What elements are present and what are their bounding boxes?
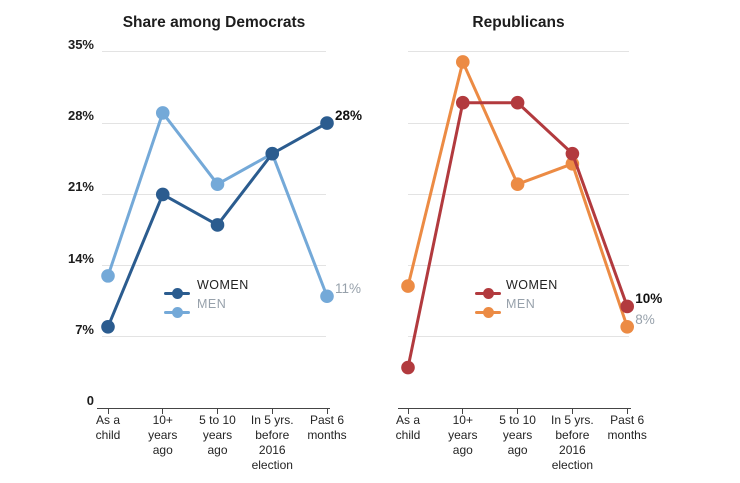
legend-label-men: MEN [506, 297, 536, 311]
y-axis-label: 0 [86, 393, 94, 409]
x-axis-line [398, 407, 631, 410]
gridline [408, 51, 629, 53]
y-axis-label: 28% [67, 108, 94, 124]
end-label-women: 28% [335, 108, 363, 124]
x-axis-line [97, 407, 330, 410]
end-label-women: 10% [635, 291, 663, 307]
x-axis-label: In 5 yrs. before 2016 election [250, 413, 294, 472]
x-axis-label: Past 6 months [307, 413, 347, 442]
end-label-men: 11% [335, 281, 362, 297]
legend-marker-dot-men [171, 306, 183, 318]
x-axis-label: 10+ years ago [148, 413, 178, 457]
y-axis-label: 7% [75, 321, 94, 337]
axis-tick [107, 408, 109, 414]
axis-tick [571, 408, 573, 414]
x-axis-label: As a child [95, 413, 121, 442]
axis-tick [462, 408, 464, 414]
chart-title-republicans: Republicans [472, 14, 565, 31]
x-axis-label: As a child [395, 413, 421, 442]
axis-tick [407, 408, 409, 414]
y-axis-label: 35% [67, 36, 94, 52]
axis-tick [326, 408, 328, 414]
x-axis-label: Past 6 months [607, 413, 647, 442]
axis-tick [217, 408, 218, 414]
legend-marker-dot-women [171, 287, 183, 299]
legend-label-men: MEN [197, 297, 227, 311]
axis-tick [162, 408, 164, 414]
axis-tick [517, 408, 519, 414]
legend-marker-dot-women [482, 287, 494, 299]
y-axis-label: 21% [67, 179, 94, 195]
x-axis-label: 10+ years ago [448, 413, 478, 457]
legend-label-women: WOMEN [197, 278, 249, 292]
axis-tick [271, 408, 273, 414]
end-label-men: 8% [635, 311, 655, 327]
x-axis-label: 5 to 10 years ago [199, 413, 236, 457]
x-axis-label: 5 to 10 years ago [499, 413, 536, 457]
chart-title-democrats: Share among Democrats [122, 14, 306, 31]
legend-marker-dot-men [482, 306, 494, 318]
x-axis-label: In 5 yrs. before 2016 election [551, 413, 594, 472]
y-axis-label: 14% [67, 250, 94, 266]
legend-label-women: WOMEN [506, 278, 558, 292]
gridline [102, 336, 326, 338]
axis-tick [626, 408, 628, 414]
gridline [102, 51, 326, 53]
